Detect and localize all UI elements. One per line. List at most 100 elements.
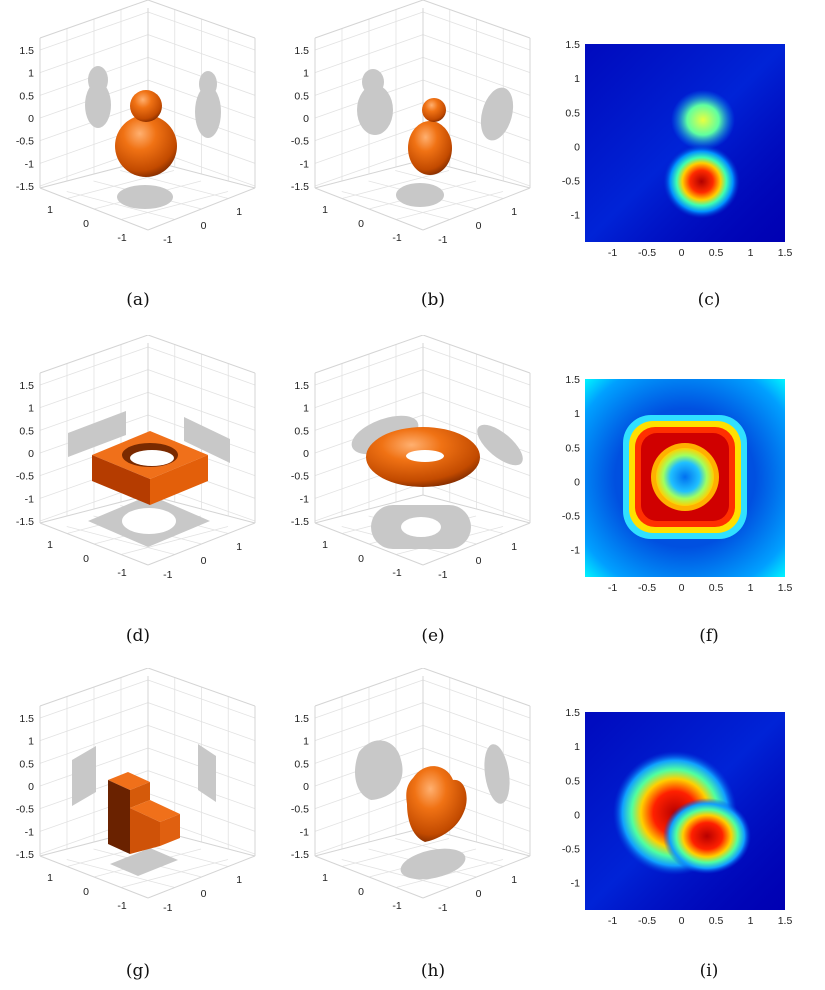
z-tick-label: 0.5 <box>294 425 309 437</box>
shadow-xy <box>117 185 173 209</box>
panel-c: -1 -0.5 0 0.5 1 1.5 1.5 1 0.5 0 -0.5 -1 <box>555 0 820 275</box>
panel-b: 1.5 1 0.5 0 -0.5 -1 -1.5 1 0 -1 1 0 -1 <box>275 0 535 275</box>
hm-x-tick-label: -1 <box>608 915 617 927</box>
hm-y-tick-label: -0.5 <box>562 176 580 188</box>
block-left <box>92 455 150 505</box>
axis-box-edge <box>39 855 149 899</box>
hm-y-tick-label: 1 <box>574 73 580 85</box>
sphere-small <box>130 90 162 122</box>
hm-y-tick-label: 1.5 <box>565 374 580 386</box>
caption-e: (e) <box>421 626 445 646</box>
hm-x-tick-label: 1.5 <box>778 582 793 594</box>
z-tick-label: -1.5 <box>16 181 34 193</box>
axis-box-edge <box>314 159 424 189</box>
z-tick-label: 0 <box>28 113 34 125</box>
floor-grid-line <box>66 859 175 888</box>
heat-blob-main <box>647 112 763 224</box>
hm-y-tick-label: -1 <box>571 210 580 222</box>
caption-h: (h) <box>420 961 446 981</box>
axis-box-edge <box>314 0 424 39</box>
plot3d-g: 1.5 1 0.5 0 -0.5 -1 -1.5 1 0 -1 1 0 -1 <box>16 668 256 914</box>
shadow-yz <box>184 417 230 463</box>
plot3d-h: 1.5 1 0.5 0 -0.5 -1 -1.5 1 0 -1 1 0 -1 <box>291 668 531 914</box>
shadow-yz <box>477 424 523 466</box>
floor-grid-line <box>341 838 450 867</box>
z-tick-label: -1 <box>300 493 309 505</box>
x-tick-label: -1 <box>163 234 172 246</box>
hm-y-tick-label: 0.5 <box>565 775 580 787</box>
plot3d-d: 1.5 1 0.5 0 -0.5 -1 -1.5 1 0 -1 1 0 -1 <box>16 335 256 581</box>
floor-grid-line <box>66 191 175 220</box>
z-tick-label: 1.5 <box>19 380 34 392</box>
floor-grid-line <box>66 526 175 555</box>
z-tick-label: -0.5 <box>291 804 309 816</box>
axis-box-edge <box>314 522 424 566</box>
axis-box-edge <box>422 0 531 39</box>
shadow-xy-hole <box>122 508 176 534</box>
axis-box-edge <box>422 522 531 566</box>
shadow-xz <box>72 746 96 806</box>
panel-e: 1.5 1 0.5 0 -0.5 -1 -1.5 1 0 -1 1 0 -1 <box>275 335 535 610</box>
z-tick-label: 0 <box>303 781 309 793</box>
floor-grid-line <box>341 170 450 199</box>
z-tick-label: -0.5 <box>16 804 34 816</box>
x-tick-label: 0 <box>201 555 207 567</box>
hm-x-tick-label: -1 <box>608 247 617 259</box>
axis-box-edge <box>39 668 149 707</box>
caption-f: (f) <box>699 626 719 646</box>
axis-box-edge <box>39 0 149 39</box>
axis-box-edge <box>314 494 424 524</box>
axis-box-edge <box>39 494 149 524</box>
axis-box-edge <box>422 855 531 899</box>
axis-box-edge <box>314 668 424 707</box>
shadow-yz-top <box>199 71 217 97</box>
caption-i: (i) <box>699 961 719 981</box>
z-tick-label: 0.5 <box>294 758 309 770</box>
hm-y-tick-label: -0.5 <box>562 511 580 523</box>
z-tick-label: -1 <box>300 826 309 838</box>
y-tick-label: 0 <box>83 886 89 898</box>
shadow-xy <box>110 848 178 876</box>
axis-box-edge <box>147 494 256 524</box>
z-tick-label: 1 <box>303 736 309 748</box>
z-tick-label: -0.5 <box>16 471 34 483</box>
y-tick-label: 0 <box>358 886 364 898</box>
hm-x-tick-label: 0 <box>679 915 685 927</box>
axis-box-edge <box>147 522 256 566</box>
shadow-xy-hole <box>401 517 441 537</box>
shadow-xz-top <box>88 66 108 94</box>
shadow-xz <box>85 82 111 128</box>
y-tick-label: -1 <box>117 567 126 579</box>
y-tick-label: 0 <box>83 218 89 230</box>
heat-hole <box>656 448 714 506</box>
floor-grid-line <box>341 859 450 888</box>
floor-grid-line <box>341 191 450 220</box>
floor-grid-line <box>395 170 504 199</box>
caption-a: (a) <box>126 290 150 310</box>
hm-y-tick-label: 1 <box>574 408 580 420</box>
lblock-step-face <box>130 782 150 808</box>
shadow-yz <box>484 744 510 804</box>
caption-b: (b) <box>420 290 446 310</box>
z-tick-label: 0.5 <box>19 758 34 770</box>
axis-box-edge <box>147 0 256 39</box>
z-tick-label: 0.5 <box>19 425 34 437</box>
heatmap-c: -1 -0.5 0 0.5 1 1.5 1.5 1 0.5 0 -0.5 -1 <box>562 39 793 259</box>
z-tick-label: -1.5 <box>291 181 309 193</box>
hm-y-tick-label: 1.5 <box>565 39 580 51</box>
panel-i: -1 -0.5 0 0.5 1 1.5 1.5 1 0.5 0 -0.5 -1 <box>555 668 820 943</box>
z-tick-label: -0.5 <box>291 471 309 483</box>
panel-a: 1.5 1 0.5 0 -0.5 -1 -1.5 1 0 -1 1 0 -1 <box>0 0 260 275</box>
hm-x-tick-label: -0.5 <box>638 582 656 594</box>
z-tick-label: -1.5 <box>291 849 309 861</box>
z-tick-label: 1 <box>303 68 309 80</box>
z-tick-label: 1 <box>28 68 34 80</box>
floor-grid-line <box>120 526 229 555</box>
x-tick-label: 0 <box>201 888 207 900</box>
axis-box-edge <box>147 855 256 899</box>
z-tick-label: -1.5 <box>291 516 309 528</box>
hm-x-tick-label: 0 <box>679 582 685 594</box>
shadow-xz-top <box>362 69 384 95</box>
y-tick-label: 1 <box>47 539 53 551</box>
x-tick-label: 1 <box>236 541 242 553</box>
